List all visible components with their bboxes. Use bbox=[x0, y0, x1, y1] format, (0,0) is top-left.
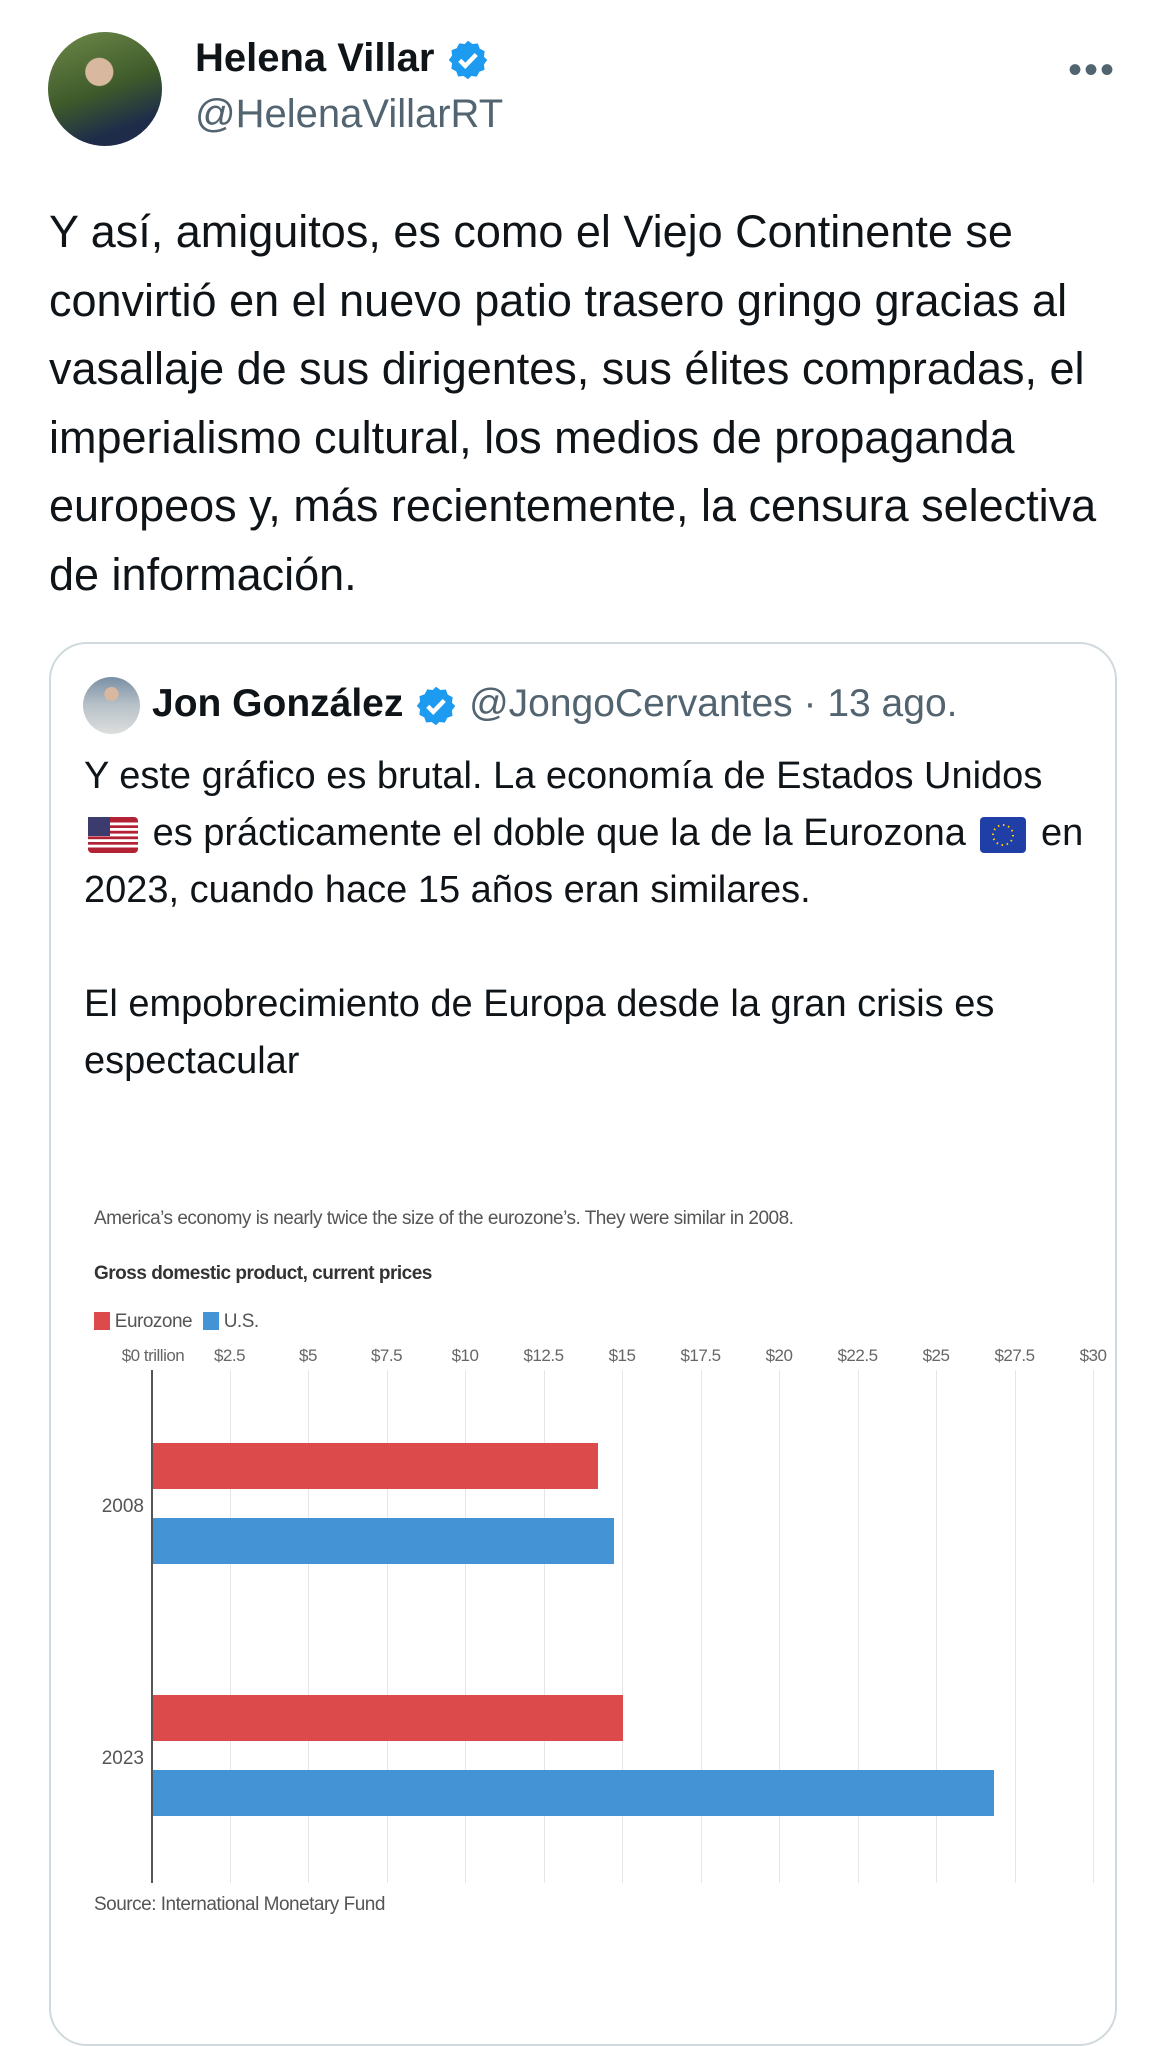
gridline bbox=[700, 1370, 702, 1883]
legend-swatch-eurozone bbox=[94, 1312, 110, 1330]
chart-legend: Eurozone U.S. bbox=[94, 1311, 259, 1333]
tweet-text: Y así, amiguitos, es como el Viejo Conti… bbox=[49, 206, 1097, 600]
legend-swatch-us bbox=[202, 1312, 219, 1330]
x-tick-label: $10 bbox=[451, 1346, 479, 1365]
x-tick-label: $30 bbox=[1079, 1346, 1107, 1365]
quoted-author-avatar[interactable] bbox=[83, 677, 140, 734]
more-options-icon[interactable]: ••• bbox=[1067, 48, 1116, 92]
quoted-header: Jon González @JongoCervantes · 13 ago. bbox=[152, 682, 957, 728]
quoted-text-part: Y este gráfico es brutal. La economía de… bbox=[84, 755, 1043, 797]
legend-label-us: U.S. bbox=[223, 1311, 259, 1332]
gridline bbox=[386, 1370, 388, 1883]
author-name[interactable]: Helena Villar bbox=[195, 36, 490, 82]
gridline bbox=[622, 1370, 623, 1883]
quoted-text-part: El empobrecimiento de Europa desde la gr… bbox=[84, 983, 995, 1082]
gridline bbox=[229, 1370, 231, 1883]
x-tick-label: $0 trillion bbox=[121, 1346, 185, 1365]
author-name-text: Helena Villar bbox=[195, 36, 435, 80]
x-tick-label: $20 bbox=[765, 1346, 793, 1365]
gridline bbox=[465, 1370, 466, 1883]
separator: · bbox=[792, 682, 828, 725]
gridline bbox=[779, 1370, 780, 1883]
x-tick-label: $22.5 bbox=[837, 1346, 878, 1365]
us-flag-icon bbox=[88, 816, 138, 853]
author-handle[interactable]: @HelenaVillarRT bbox=[195, 92, 504, 136]
eu-flag-icon bbox=[980, 816, 1027, 853]
y-category-label: 2008 bbox=[101, 1496, 144, 1517]
y-category-label: 2023 bbox=[101, 1748, 144, 1769]
gridline bbox=[857, 1370, 859, 1883]
quoted-date[interactable]: 13 ago. bbox=[827, 682, 958, 725]
gridline bbox=[543, 1370, 545, 1883]
quoted-author-name[interactable]: Jon González bbox=[152, 682, 404, 725]
gridline bbox=[936, 1370, 937, 1883]
quoted-text-part: es prácticamente el doble que la de la E… bbox=[152, 812, 966, 854]
verified-badge-icon bbox=[416, 686, 456, 725]
x-tick-label: $7.5 bbox=[370, 1346, 403, 1365]
x-tick-label: $15 bbox=[608, 1346, 636, 1365]
chart-source: Source: International Monetary Fund bbox=[94, 1894, 385, 1915]
chart-title: Gross domestic product, current prices bbox=[94, 1263, 432, 1284]
bar-eurozone-2008 bbox=[152, 1443, 598, 1489]
x-tick-label: $25 bbox=[922, 1346, 950, 1365]
bar-us-2023 bbox=[152, 1770, 994, 1816]
gridline bbox=[308, 1370, 309, 1883]
legend-label-eurozone: Eurozone bbox=[114, 1311, 193, 1332]
x-tick-label: $2.5 bbox=[213, 1346, 246, 1365]
x-tick-label: $12.5 bbox=[523, 1346, 564, 1365]
gridline bbox=[1014, 1370, 1016, 1883]
quoted-text-part: en 2023, cuando hace 15 años eran simila… bbox=[84, 812, 1084, 911]
x-tick-label: $5 bbox=[299, 1346, 317, 1365]
chart-caption: America’s economy is nearly twice the si… bbox=[94, 1208, 794, 1229]
bar-eurozone-2023 bbox=[152, 1695, 623, 1741]
quoted-tweet-text: Y este gráfico es brutal. La economía de… bbox=[84, 748, 1084, 1090]
gridline bbox=[1093, 1370, 1094, 1883]
y-axis-line bbox=[151, 1370, 153, 1883]
verified-badge-icon bbox=[448, 41, 487, 80]
quoted-author-handle[interactable]: @JongoCervantes bbox=[469, 682, 793, 725]
author-avatar[interactable] bbox=[48, 32, 162, 146]
x-tick-label: $17.5 bbox=[680, 1346, 721, 1365]
bar-us-2008 bbox=[152, 1518, 614, 1564]
x-tick-label: $27.5 bbox=[994, 1346, 1035, 1365]
